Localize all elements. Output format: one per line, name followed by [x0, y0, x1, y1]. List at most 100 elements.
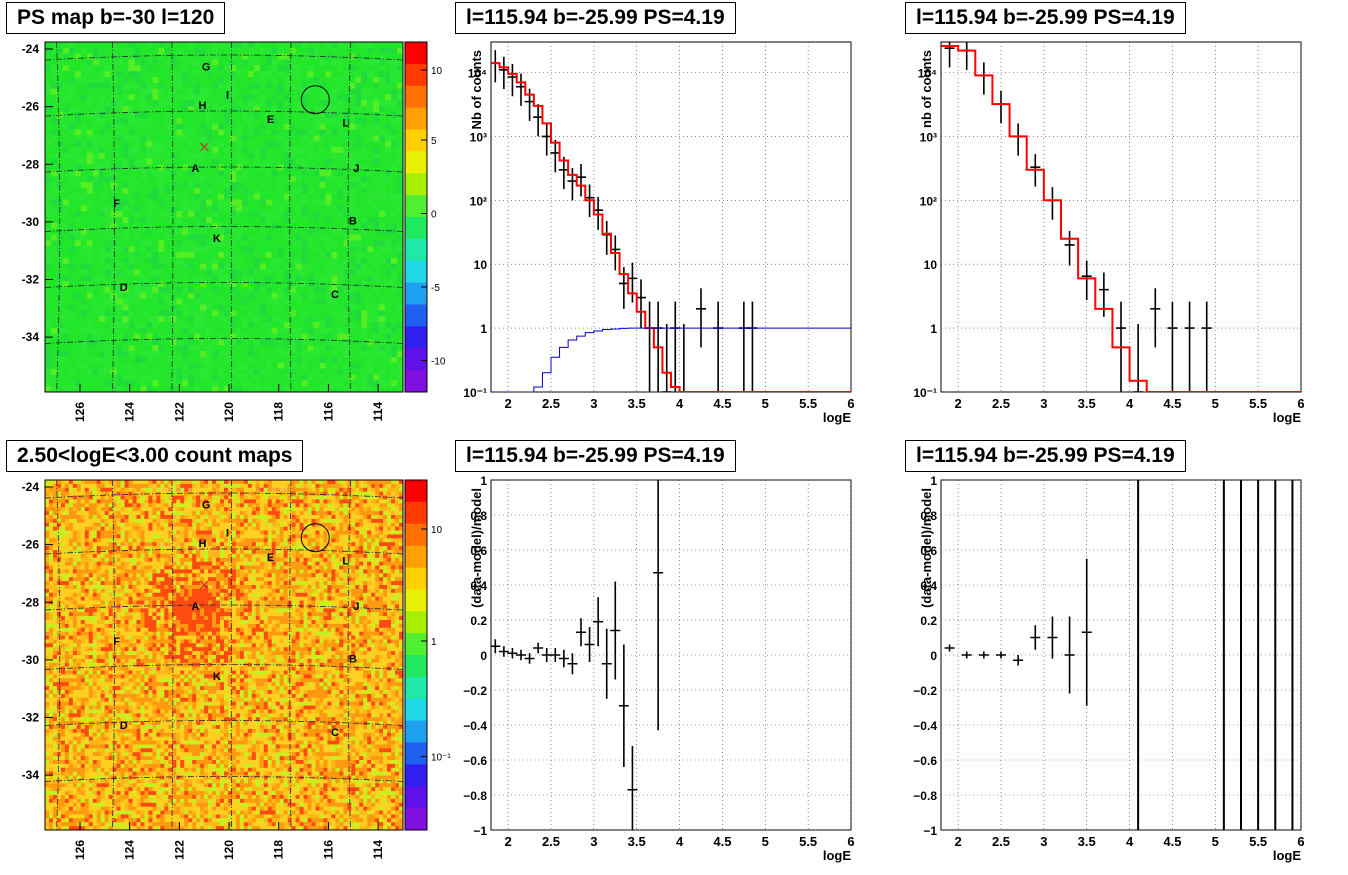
plot2-residual-point — [498, 646, 509, 657]
count-colorbar-bin — [405, 698, 427, 722]
plot1-x-tick-label: 6 — [1297, 396, 1304, 411]
plot3-residual-point — [1064, 616, 1075, 694]
ps-source-label: J — [353, 163, 359, 175]
count-y-tick-label: -26 — [22, 538, 40, 552]
plot2-residual-point — [541, 648, 552, 662]
ps-colorbar-bin — [405, 195, 427, 218]
plot2-ylabel: (data-model)/model — [469, 488, 484, 608]
count-colorbar-bin — [405, 545, 427, 568]
plot0-series-group — [491, 50, 851, 392]
count-seed-marker — [199, 580, 209, 590]
plot2-x-tick-label: 5.5 — [799, 834, 817, 849]
plot2-residual-point — [610, 581, 621, 680]
ps-colorbar-bin — [405, 42, 427, 65]
ps-map-pixels — [45, 42, 404, 393]
plot2-residual-point — [516, 649, 526, 661]
ps-x-tick-label: 120 — [222, 402, 236, 422]
count-colorbar-bin — [405, 786, 427, 809]
ps-source-label: I — [226, 90, 229, 102]
ps-x-tick-label: 114 — [371, 402, 385, 422]
plot2-x-tick-label: 4.5 — [713, 834, 731, 849]
count-source-label: E — [267, 552, 274, 564]
ps-colorbar-bin — [405, 238, 427, 262]
ps-source-label: H — [199, 100, 207, 112]
plot2-y-tick-label: −0.6 — [463, 754, 487, 768]
plot3-x-tick-label: 3 — [1040, 834, 1047, 849]
plot3-y-tick-label: 0.8 — [920, 509, 937, 523]
plot2-x-tick-label: 5 — [762, 834, 769, 849]
plot3-y-tick-label: 0 — [930, 649, 937, 663]
plot1-x-tick-label: 2 — [955, 396, 962, 411]
ps-colorbar-bin — [405, 129, 427, 152]
ps-y-tick-label: -34 — [22, 330, 40, 344]
plot1-xlabel: logE — [1273, 410, 1301, 425]
count-graticule — [44, 479, 404, 831]
ps-source-label: D — [120, 282, 128, 294]
ps-graticule — [44, 41, 404, 393]
plot2-y-tick-label: 0.2 — [470, 614, 487, 628]
plot1-x-tick-label: 4.5 — [1163, 396, 1181, 411]
plot3-residual-point — [1047, 616, 1058, 659]
plot3-y-tick-label: −0.2 — [913, 684, 937, 698]
plot3-y-tick-label: 1 — [930, 474, 937, 488]
plot1-x-tick-label: 2.5 — [992, 396, 1010, 411]
count-colorbar-bin — [405, 523, 427, 547]
ps-colorbar-bin — [405, 107, 427, 130]
ps-x-tick-label: 118 — [272, 402, 286, 422]
count-y-tick-label: -34 — [22, 768, 40, 782]
plot1-data-point — [1064, 231, 1075, 266]
ps-colorbar-bin — [405, 63, 427, 87]
ps-source-label: C — [331, 289, 339, 301]
count-colorbar-bin — [405, 567, 427, 590]
count-source-label: G — [202, 500, 211, 512]
plot3-residual-point — [961, 651, 972, 659]
count-colorbar-label: 10⁻¹ — [431, 753, 451, 764]
plot2-xlabel: logE — [823, 848, 851, 863]
ps-map-frame — [44, 41, 404, 393]
plot3-y-tick-label: −1 — [923, 824, 937, 838]
plot0-y-tick-label: 10³ — [470, 130, 487, 144]
plot0-y-tick-label: 10² — [470, 194, 487, 208]
spectrum-right-title: l=115.94 b=-25.99 PS=4.19 — [905, 2, 1186, 34]
plot0-x-tick-label: 4.5 — [713, 396, 731, 411]
ps-colorbar-bin — [405, 326, 427, 349]
count-colorbar-bin — [405, 676, 427, 700]
plot3-y-tick-label: 0.4 — [920, 579, 937, 593]
ps-source-circle — [300, 85, 330, 115]
count-source-label: L — [342, 556, 349, 568]
ps-x-tick-label: 116 — [321, 402, 335, 422]
count-colorbar-bin — [405, 764, 427, 787]
count-x-tick-label: 114 — [371, 840, 385, 860]
plot3-x-tick-label: 5.5 — [1249, 834, 1267, 849]
ps-y-tick-label: -28 — [22, 157, 40, 171]
count-colorbar-bin — [405, 480, 427, 503]
count-map-pixels — [45, 480, 404, 831]
plot3-x-tick-label: 4 — [1126, 834, 1134, 849]
ps-colorbar-label: 10 — [431, 66, 443, 77]
plot3-y-tick-label: 0.6 — [920, 544, 937, 558]
plot3-residual-point — [1013, 655, 1024, 666]
ps-y-tick-label: -26 — [22, 100, 40, 114]
plot3-residual-point — [978, 651, 989, 659]
plot2-residual-point — [653, 480, 664, 731]
ps-source-label: F — [113, 198, 120, 210]
plot2-y-tick-label: −0.4 — [463, 719, 487, 733]
plot3-x-tick-label: 2.5 — [992, 834, 1010, 849]
plot2-residual-point — [533, 642, 544, 654]
plot3-residual-point — [1081, 558, 1092, 706]
ps-colorbar-bin — [405, 173, 427, 196]
plot0-step-line-2 — [491, 327, 851, 392]
count-y-tick-label: -30 — [22, 653, 40, 667]
plot3-y-tick-label: −0.6 — [913, 754, 937, 768]
count-map-title: 2.50<logE<3.00 count maps — [6, 440, 304, 472]
plot2-y-tick-label: 0 — [480, 649, 487, 663]
plot3-residual-point — [996, 651, 1006, 659]
plot2-residual-point — [593, 597, 604, 647]
count-colorbar-label: 1 — [431, 637, 437, 648]
plot3-residual-point — [1030, 625, 1041, 650]
plot3-y-tick-label: 0.2 — [920, 614, 937, 628]
plot0-x-tick-label: 3.5 — [628, 396, 646, 411]
ps-source-label: K — [213, 233, 221, 245]
plot1-y-tick-label: 10 — [924, 258, 938, 272]
ps-x-tick-label: 124 — [123, 402, 137, 422]
